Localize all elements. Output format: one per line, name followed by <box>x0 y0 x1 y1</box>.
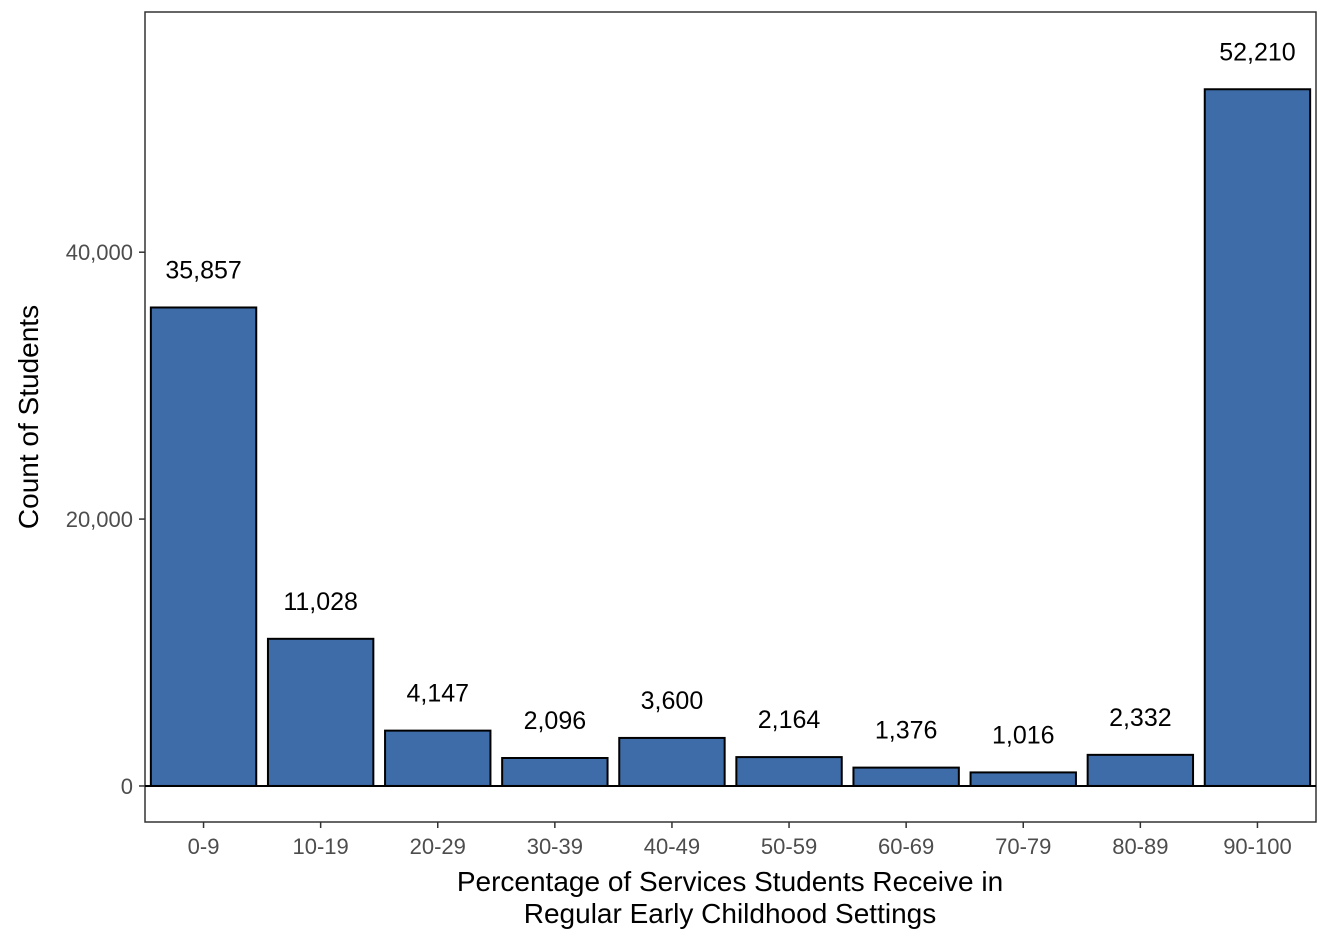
data-label-90-100: 52,210 <box>1219 38 1295 66</box>
bar-40-49 <box>618 736 726 787</box>
x-tick-label-50-59: 50-59 <box>761 834 817 859</box>
bar-90-100 <box>1203 88 1312 787</box>
data-label-0-9: 35,857 <box>165 256 241 284</box>
bar-80-89 <box>1086 753 1195 787</box>
x-axis-title-line-2: Regular Early Childhood Settings <box>524 898 936 929</box>
bar-0-9 <box>149 306 258 787</box>
bar-30-39 <box>501 757 609 787</box>
bar-50-59 <box>735 756 843 787</box>
x-tick-label-90-100: 90-100 <box>1223 834 1292 859</box>
data-label-80-89: 2,332 <box>1109 704 1172 732</box>
data-label-60-69: 1,376 <box>875 717 938 745</box>
data-label-30-39: 2,096 <box>524 707 587 735</box>
bar-10-19 <box>266 637 375 787</box>
bar-20-29 <box>384 729 492 787</box>
bar-70-79 <box>969 771 1077 787</box>
x-tick-label-70-79: 70-79 <box>995 834 1051 859</box>
y-tick-label-20000: 20,000 <box>66 507 133 532</box>
bar-60-69 <box>852 766 960 787</box>
data-label-40-49: 3,600 <box>641 687 704 715</box>
x-tick-label-30-39: 30-39 <box>527 834 583 859</box>
data-label-70-79: 1,016 <box>992 721 1055 749</box>
x-tick-label-80-89: 80-89 <box>1112 834 1168 859</box>
x-tick-label-40-49: 40-49 <box>644 834 700 859</box>
data-label-20-29: 4,147 <box>406 680 469 708</box>
bars: 35,857 11,028 4,147 2,096 3,600 2,164 1,376 1,0… <box>149 38 1312 787</box>
x-axis-title-line-1: Percentage of Services Students Receive … <box>457 866 1003 897</box>
x-axis: 0-9 10-19 20-29 30-39 40-49 50-59 60-69 70-79 80… <box>188 822 1292 859</box>
x-tick-label-20-29: 20-29 <box>410 834 466 859</box>
y-tick-label-0: 0 <box>121 774 133 799</box>
data-label-50-59: 2,164 <box>758 706 821 734</box>
x-tick-label-60-69: 60-69 <box>878 834 934 859</box>
y-axis-title: Count of Students <box>13 305 44 529</box>
x-tick-label-0-9: 0-9 <box>188 834 220 859</box>
x-tick-label-10-19: 10-19 <box>293 834 349 859</box>
data-label-10-19: 11,028 <box>283 588 358 616</box>
y-tick-label-40000: 40,000 <box>66 240 133 265</box>
y-axis: 0 20,000 40,000 <box>66 240 145 799</box>
